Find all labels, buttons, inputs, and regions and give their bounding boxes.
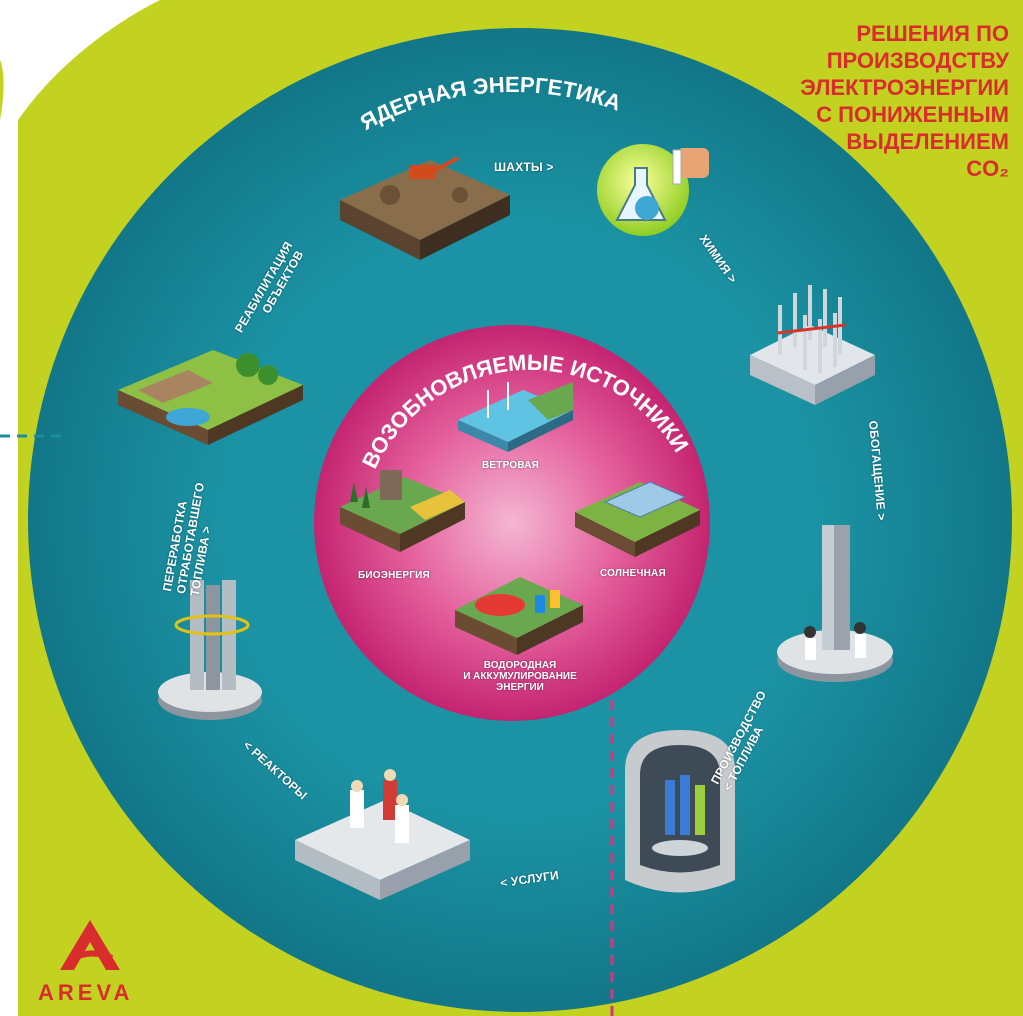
logo-text: AREVA	[38, 980, 134, 1005]
label-solar: СОЛНЕЧНАЯ	[600, 568, 666, 579]
label-hydrogen: ВОДОРОДНАЯ И АККУМУЛИРОВАНИЕ ЭНЕРГИИ	[440, 660, 600, 693]
inner-circle	[314, 325, 710, 721]
reprocessing-tower-icon	[158, 580, 262, 720]
hydrogen-plant-icon	[455, 577, 583, 655]
mine-icon	[340, 156, 510, 260]
headline-line: ЭЛЕКТРОЭНЕРГИИ	[800, 75, 1009, 100]
wind-farm-icon	[458, 382, 573, 452]
label-hydrogen-line: И АККУМУЛИРОВАНИЕ	[463, 671, 577, 682]
headline-line: РЕШЕНИЯ ПО	[856, 21, 1009, 46]
chemistry-flask-icon	[597, 144, 709, 236]
left-top-white	[0, 0, 160, 436]
enrichment-pipes-icon	[750, 285, 875, 405]
headline-line: С ПОНИЖЕННЫМ	[816, 102, 1009, 127]
headline-line: ПРОИЗВОДСТВУ	[826, 48, 1009, 73]
solar-farm-icon	[575, 481, 700, 557]
reactor-vessel-icon	[625, 730, 735, 893]
rehabilitation-land-icon	[118, 350, 303, 445]
services-people-icon	[295, 769, 470, 900]
label-wind: ВЕТРОВАЯ	[482, 460, 540, 471]
headline: РЕШЕНИЯ ПО ПРОИЗВОДСТВУ ЭЛЕКТРОЭНЕРГИИ С…	[739, 20, 1009, 182]
lime-left-band	[0, 60, 4, 120]
label-hydrogen-line: ВОДОРОДНАЯ	[483, 660, 557, 671]
headline-line: ВЫДЕЛЕНИЕМ	[846, 129, 1009, 154]
label-mines: ШАХТЫ >	[494, 160, 554, 174]
bioenergy-plant-icon	[340, 470, 465, 552]
label-hydrogen-line: ЭНЕРГИИ	[496, 682, 544, 693]
fuel-tower-icon	[777, 525, 893, 682]
headline-line: CO₂	[966, 156, 1009, 181]
areva-logo-mark	[60, 920, 120, 970]
label-bio: БИОЭНЕРГИЯ	[358, 570, 430, 581]
